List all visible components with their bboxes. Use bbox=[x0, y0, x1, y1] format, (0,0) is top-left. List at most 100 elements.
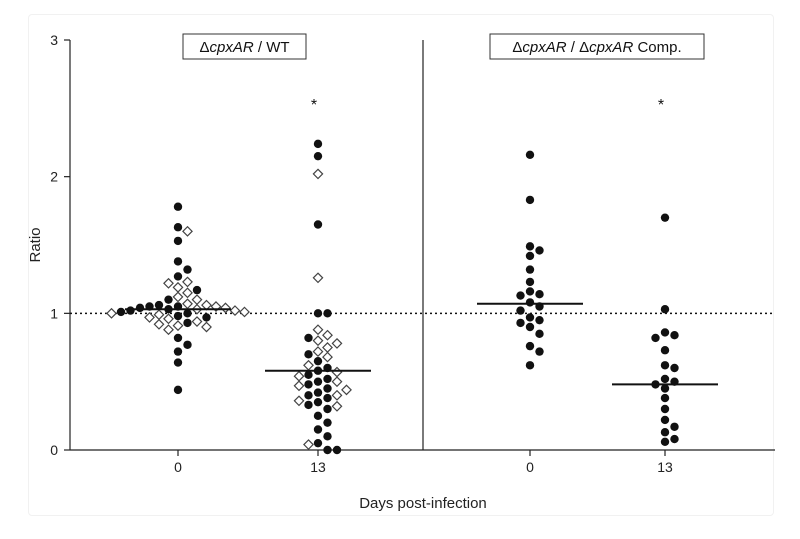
data-point-filled bbox=[525, 287, 535, 296]
data-point-filled bbox=[304, 350, 313, 359]
y-tick-label: 0 bbox=[50, 442, 58, 458]
significance-star: * bbox=[311, 97, 317, 114]
y-axis-title: Ratio bbox=[27, 227, 44, 262]
x-tick-label: 13 bbox=[310, 459, 326, 475]
data-point-open-diamond bbox=[331, 389, 343, 401]
panel-2-title: ΔcpxAR / ΔcpxAR Comp. bbox=[512, 39, 681, 56]
panel-title-segment: Δ bbox=[512, 39, 522, 56]
data-point-filled bbox=[670, 434, 679, 444]
significance-star: * bbox=[658, 97, 664, 114]
data-point-open-diamond bbox=[331, 337, 343, 349]
data-point-filled bbox=[660, 346, 670, 355]
x-tick-label: 0 bbox=[174, 459, 182, 475]
data-point-open-diamond bbox=[172, 281, 184, 293]
data-point-filled bbox=[670, 422, 679, 431]
data-point-open-diamond bbox=[303, 359, 314, 371]
data-point-filled bbox=[183, 318, 192, 328]
data-point-filled bbox=[173, 223, 183, 232]
data-point-filled bbox=[313, 220, 323, 229]
data-point-filled bbox=[192, 285, 202, 295]
panel-title-segment: / Δ bbox=[567, 39, 590, 56]
data-point-open-diamond bbox=[172, 291, 184, 303]
data-point-open-diamond bbox=[153, 309, 165, 321]
data-point-filled bbox=[516, 318, 525, 328]
data-point-filled bbox=[660, 374, 670, 384]
data-point-filled bbox=[525, 242, 535, 251]
data-point-filled bbox=[525, 265, 535, 274]
data-point-open-diamond bbox=[341, 384, 352, 396]
data-point-filled bbox=[173, 257, 183, 266]
data-point-filled bbox=[313, 309, 323, 318]
panel-title-segment: cpxAR bbox=[522, 39, 566, 56]
data-point-open-diamond bbox=[172, 320, 184, 332]
data-point-filled bbox=[313, 438, 323, 448]
data-point-filled bbox=[525, 341, 535, 351]
data-point-filled bbox=[323, 309, 332, 318]
data-point-open-diamond bbox=[312, 168, 324, 180]
data-point-filled bbox=[183, 309, 192, 318]
x-tick-label: 13 bbox=[657, 459, 673, 475]
panel-title-segment: cpxAR bbox=[210, 39, 254, 56]
data-point-filled bbox=[525, 322, 535, 332]
data-point-filled bbox=[660, 393, 670, 403]
data-point-filled bbox=[154, 300, 164, 310]
data-point-open-diamond bbox=[331, 400, 343, 412]
x-axis-title: Days post-infection bbox=[359, 495, 487, 512]
data-point-filled bbox=[660, 437, 670, 446]
x-ticks: 0 13 0 13 bbox=[174, 450, 673, 475]
data-point-filled bbox=[164, 295, 173, 304]
data-point-open-diamond bbox=[182, 298, 193, 310]
data-points bbox=[106, 139, 679, 455]
data-point-filled bbox=[304, 391, 313, 400]
data-point-filled bbox=[535, 347, 544, 356]
data-point-filled bbox=[323, 432, 332, 441]
data-point-filled bbox=[660, 213, 670, 222]
data-point-filled bbox=[313, 397, 323, 407]
data-point-filled bbox=[313, 151, 323, 161]
data-point-filled bbox=[535, 290, 544, 299]
panel-2-title-box bbox=[489, 33, 705, 60]
data-point-filled bbox=[116, 307, 126, 317]
data-point-open-diamond bbox=[153, 318, 165, 330]
data-point-filled bbox=[173, 236, 183, 246]
data-point-filled bbox=[323, 393, 332, 403]
data-point-filled bbox=[173, 358, 183, 367]
data-point-filled bbox=[183, 340, 192, 349]
y-ticks: 0 1 2 3 bbox=[50, 32, 70, 458]
data-point-open-diamond bbox=[312, 324, 324, 336]
panel-title-segment: Comp. bbox=[633, 39, 681, 56]
data-point-open-diamond bbox=[312, 346, 324, 358]
data-point-open-diamond bbox=[220, 302, 231, 314]
data-point-filled bbox=[313, 411, 323, 421]
data-point-open-diamond bbox=[229, 305, 241, 317]
x-tick-label: 0 bbox=[526, 459, 534, 475]
data-point-open-diamond bbox=[239, 306, 250, 318]
data-point-filled bbox=[173, 385, 183, 395]
data-point-open-diamond bbox=[191, 294, 203, 306]
data-point-filled bbox=[660, 305, 670, 314]
data-point-filled bbox=[323, 404, 332, 414]
data-point-filled bbox=[304, 380, 313, 389]
data-point-filled bbox=[525, 150, 535, 159]
significance-markers: * * bbox=[311, 97, 664, 114]
data-point-filled bbox=[516, 306, 525, 315]
data-point-open-diamond bbox=[322, 342, 333, 353]
data-point-filled bbox=[660, 428, 670, 437]
data-point-filled bbox=[173, 333, 183, 343]
data-point-open-diamond bbox=[312, 272, 324, 284]
data-point-open-diamond bbox=[182, 225, 193, 237]
data-point-filled bbox=[323, 384, 332, 393]
data-point-filled bbox=[660, 361, 670, 370]
data-point-open-diamond bbox=[322, 351, 333, 363]
data-point-open-diamond bbox=[331, 366, 343, 378]
data-point-filled bbox=[660, 384, 670, 393]
data-point-filled bbox=[135, 303, 145, 313]
data-point-open-diamond bbox=[331, 376, 343, 388]
data-point-open-diamond bbox=[191, 316, 203, 327]
y-tick-label: 2 bbox=[50, 169, 58, 185]
chart-frame bbox=[28, 14, 774, 516]
data-point-filled bbox=[670, 331, 679, 340]
data-point-filled bbox=[313, 388, 323, 397]
data-point-filled bbox=[304, 400, 313, 410]
